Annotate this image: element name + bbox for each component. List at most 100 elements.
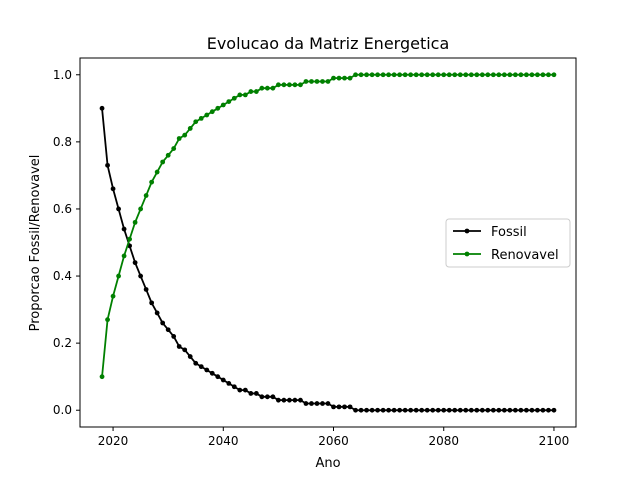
data-point bbox=[138, 273, 144, 279]
data-point bbox=[358, 407, 364, 413]
data-point bbox=[358, 72, 364, 78]
data-point bbox=[331, 404, 336, 410]
data-point bbox=[496, 72, 502, 78]
data-point bbox=[468, 407, 474, 413]
data-point bbox=[430, 72, 436, 78]
data-point bbox=[347, 404, 353, 410]
data-point bbox=[99, 374, 105, 380]
axes-frame bbox=[79, 57, 577, 428]
data-point bbox=[314, 401, 320, 406]
data-point bbox=[485, 407, 491, 413]
data-point bbox=[518, 407, 524, 413]
data-point bbox=[149, 300, 155, 306]
data-point bbox=[248, 89, 254, 94]
data-point bbox=[535, 72, 540, 78]
data-point bbox=[220, 102, 226, 108]
data-point bbox=[408, 407, 414, 413]
data-point bbox=[386, 407, 392, 413]
data-point bbox=[551, 72, 557, 78]
legend-item: Renovavel bbox=[453, 248, 559, 263]
data-point bbox=[380, 407, 386, 413]
data-point bbox=[292, 82, 298, 88]
data-point bbox=[435, 407, 441, 413]
data-point bbox=[457, 407, 463, 413]
data-point bbox=[198, 364, 204, 370]
data-point bbox=[386, 72, 392, 78]
series-renovavel bbox=[99, 72, 557, 380]
legend-item: Fossil bbox=[453, 225, 527, 240]
data-point bbox=[143, 287, 149, 292]
legend-marker bbox=[464, 228, 470, 234]
data-point bbox=[479, 407, 485, 413]
data-point bbox=[154, 310, 160, 316]
data-point bbox=[325, 79, 331, 84]
data-point bbox=[540, 72, 546, 78]
x-tick-label: 2100 bbox=[539, 434, 570, 448]
data-point bbox=[287, 82, 292, 88]
data-point bbox=[369, 407, 375, 413]
series-layer bbox=[99, 72, 557, 413]
data-point bbox=[336, 75, 342, 81]
data-point bbox=[507, 72, 513, 78]
data-point bbox=[176, 344, 182, 349]
data-point bbox=[209, 370, 215, 376]
data-point bbox=[441, 407, 447, 413]
data-point bbox=[171, 146, 177, 151]
data-point bbox=[452, 407, 458, 413]
legend: Fossil Renovavel bbox=[445, 218, 571, 268]
y-tick-label: 0.2 bbox=[53, 336, 72, 350]
legend-label: Renovavel bbox=[491, 248, 559, 263]
data-point bbox=[408, 72, 414, 78]
data-point bbox=[402, 407, 408, 413]
data-point bbox=[446, 72, 452, 78]
data-point bbox=[391, 407, 397, 413]
data-point bbox=[446, 407, 452, 413]
x-axis-label: Ano bbox=[315, 456, 340, 471]
data-point bbox=[546, 72, 551, 78]
data-point bbox=[342, 75, 347, 81]
data-point bbox=[264, 394, 270, 400]
data-point bbox=[160, 320, 166, 326]
data-point bbox=[375, 72, 380, 78]
data-point bbox=[463, 407, 469, 413]
data-point bbox=[105, 162, 110, 168]
y-axis-ticks: 0.0 0.2 0.4 0.6 0.8 1.0 bbox=[53, 68, 80, 417]
data-point bbox=[479, 72, 485, 78]
data-point bbox=[154, 169, 160, 175]
data-point bbox=[320, 79, 325, 84]
x-tick-label: 2040 bbox=[208, 434, 239, 448]
data-point bbox=[187, 354, 193, 359]
series-fossil bbox=[99, 105, 557, 413]
data-point bbox=[237, 387, 243, 393]
data-point bbox=[397, 407, 403, 413]
data-point bbox=[353, 407, 358, 413]
data-point bbox=[259, 394, 265, 400]
data-point bbox=[369, 72, 375, 78]
data-point bbox=[99, 105, 105, 111]
data-point bbox=[270, 394, 276, 400]
data-point bbox=[413, 407, 419, 413]
data-point bbox=[485, 72, 491, 78]
data-point bbox=[457, 72, 463, 78]
data-point bbox=[231, 95, 237, 101]
data-point bbox=[413, 72, 419, 78]
data-point bbox=[529, 72, 535, 78]
data-point bbox=[391, 72, 397, 78]
data-point bbox=[259, 85, 265, 91]
data-point bbox=[237, 92, 243, 98]
data-point bbox=[419, 72, 425, 78]
data-point bbox=[430, 407, 436, 413]
data-point bbox=[463, 72, 469, 78]
data-point bbox=[242, 92, 248, 98]
data-point bbox=[314, 79, 320, 84]
data-point bbox=[121, 226, 127, 232]
y-tick-label: 0.4 bbox=[53, 269, 72, 283]
x-tick-label: 2060 bbox=[318, 434, 349, 448]
y-tick-label: 0.8 bbox=[53, 135, 72, 149]
data-point bbox=[220, 377, 226, 383]
data-point bbox=[540, 407, 546, 413]
data-point bbox=[165, 152, 171, 158]
data-point bbox=[209, 109, 215, 115]
data-point bbox=[204, 367, 210, 373]
